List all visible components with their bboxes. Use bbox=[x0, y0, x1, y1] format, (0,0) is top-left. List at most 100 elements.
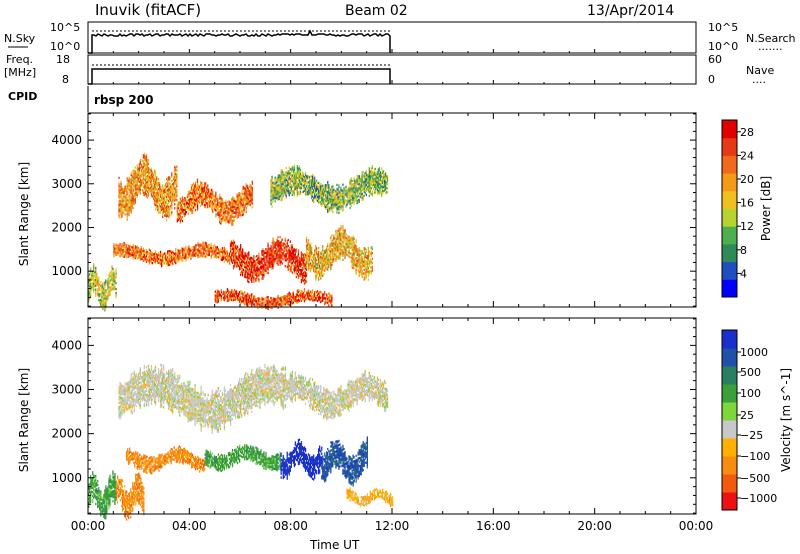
echo-cell bbox=[249, 257, 251, 260]
echo-cell bbox=[175, 248, 177, 251]
echo-cell bbox=[293, 255, 295, 258]
echo-cell bbox=[340, 242, 342, 245]
echo-cell bbox=[174, 167, 176, 171]
echo-cell bbox=[351, 189, 353, 192]
echo-cell bbox=[278, 246, 280, 249]
echo-cell bbox=[224, 252, 227, 255]
echo-cell bbox=[101, 286, 103, 289]
echo-cell bbox=[163, 189, 165, 192]
echo-cell bbox=[190, 249, 192, 252]
echo-cell bbox=[92, 278, 94, 281]
echo-cell bbox=[369, 260, 371, 263]
echo-cell bbox=[315, 276, 317, 279]
echo-cell bbox=[188, 206, 191, 209]
echo-cell bbox=[182, 249, 184, 252]
echo-cell bbox=[286, 187, 288, 191]
echo-cell bbox=[298, 262, 301, 265]
echo-cell bbox=[253, 280, 255, 283]
echo-cell bbox=[162, 257, 164, 260]
echo-cell bbox=[114, 249, 116, 252]
echo-cell bbox=[196, 184, 199, 187]
echo-cell bbox=[190, 198, 193, 201]
echo-cell bbox=[311, 252, 314, 255]
echo-cell bbox=[158, 199, 161, 202]
echo-cell bbox=[132, 179, 134, 182]
echo-cell bbox=[317, 254, 319, 258]
echo-cell bbox=[315, 183, 317, 186]
echo-cell bbox=[360, 271, 362, 274]
echo-cell bbox=[166, 193, 168, 196]
echo-cell bbox=[145, 165, 148, 168]
echo-cell bbox=[126, 177, 128, 180]
echo-cell bbox=[298, 181, 301, 184]
echo-cell bbox=[216, 205, 218, 208]
echo-cell bbox=[215, 191, 217, 194]
echo-cell bbox=[353, 179, 355, 182]
echo-cell bbox=[266, 252, 268, 255]
echo-cell bbox=[340, 206, 342, 209]
echo-cell bbox=[258, 268, 260, 271]
echo-cell bbox=[277, 236, 279, 239]
echo-cell bbox=[115, 282, 117, 285]
echo-cell bbox=[231, 207, 233, 211]
echo-cell bbox=[170, 254, 172, 257]
echo-cell bbox=[182, 259, 184, 262]
echo-cell bbox=[225, 219, 227, 222]
echo-cell bbox=[289, 183, 291, 187]
echo-cell bbox=[319, 200, 321, 204]
echo-cell bbox=[175, 198, 177, 201]
echo-cell bbox=[129, 208, 131, 211]
echo-cell bbox=[249, 267, 251, 270]
echo-cell bbox=[126, 216, 128, 219]
echo-cell bbox=[318, 264, 320, 267]
echo-cell bbox=[248, 277, 250, 280]
echo-cell bbox=[355, 248, 357, 252]
echo-cell bbox=[164, 206, 166, 209]
echo-cell bbox=[283, 185, 285, 188]
echo-cell bbox=[164, 188, 166, 191]
echo-cell bbox=[275, 241, 277, 244]
echo-cell bbox=[236, 197, 238, 200]
echo-cell bbox=[138, 254, 140, 257]
echo-cell bbox=[321, 266, 323, 269]
echo-cell bbox=[332, 185, 334, 188]
echo-cell bbox=[364, 259, 366, 262]
echo-cell bbox=[276, 178, 278, 181]
echo-cell bbox=[222, 202, 224, 205]
echo-cell bbox=[363, 276, 365, 279]
echo-cell bbox=[131, 248, 133, 251]
echo-cell bbox=[126, 250, 128, 254]
echo-cell bbox=[316, 187, 318, 190]
echo-cell bbox=[296, 269, 298, 272]
echo-cell bbox=[132, 249, 134, 252]
echo-cell bbox=[367, 274, 369, 277]
echo-cell bbox=[317, 185, 319, 189]
echo-cell bbox=[211, 253, 213, 256]
echo-cell bbox=[162, 211, 164, 214]
echo-cell bbox=[372, 179, 374, 183]
echo-cell bbox=[145, 185, 148, 188]
echo-cell bbox=[188, 192, 191, 195]
echo-cell bbox=[122, 246, 124, 250]
echo-cell bbox=[244, 189, 246, 192]
echo-cell bbox=[319, 197, 321, 200]
echo-cell bbox=[187, 191, 190, 194]
echo-cell bbox=[161, 195, 163, 198]
echo-cell bbox=[278, 240, 280, 243]
echo-cell bbox=[211, 190, 213, 193]
echo-cell bbox=[154, 208, 157, 211]
echo-cell bbox=[289, 172, 291, 175]
echo-cell bbox=[307, 256, 310, 260]
echo-cell bbox=[126, 206, 128, 210]
echo-cell bbox=[172, 191, 174, 194]
echo-cell bbox=[292, 256, 294, 259]
echo-cell bbox=[136, 247, 138, 250]
echo-cell bbox=[90, 271, 92, 274]
echo-cell bbox=[316, 249, 318, 252]
echo-cell bbox=[357, 181, 359, 184]
echo-cell bbox=[252, 265, 254, 268]
echo-cell bbox=[280, 177, 282, 180]
echo-cell bbox=[303, 181, 306, 185]
echo-cell bbox=[163, 199, 165, 202]
echo-cell bbox=[281, 242, 283, 245]
